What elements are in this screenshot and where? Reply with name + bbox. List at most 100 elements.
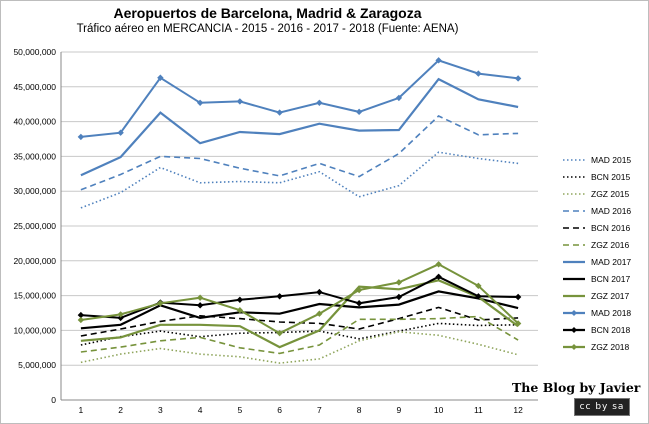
data-point-zgz-2018: [395, 279, 403, 286]
data-point-mad-2018: [236, 98, 244, 105]
series-bcn-2015: [80, 322, 519, 346]
legend-entry-bcn-2016: BCN 2016: [563, 223, 630, 233]
legend-label: BCN 2017: [591, 274, 630, 284]
series-line-bcn-2015: [80, 322, 519, 346]
legend-label: BCN 2015: [591, 172, 630, 182]
series-line-bcn-2017: [80, 290, 519, 330]
y-tick-label: 30,000,000: [13, 186, 56, 196]
data-point-bcn-2018: [316, 288, 323, 296]
data-point-bcn-2018: [196, 302, 204, 309]
x-tick-label: 3: [158, 405, 163, 415]
y-tick-labels: 0 5,000,000 10,000,000 15,000,000 20,000,000…: [13, 47, 56, 405]
legend-entry-bcn-2018: BCN 2018: [563, 325, 630, 335]
y-tick-label: 25,000,000: [13, 221, 56, 231]
data-point-zgz-2018: [157, 300, 164, 307]
x-tick-label: 1: [79, 405, 84, 415]
series-line-zgz-2018: [80, 263, 519, 335]
legend-label: BCN 2016: [591, 223, 630, 233]
data-point-zgz-2018: [117, 311, 124, 318]
legend-entry-mad-2015: MAD 2015: [563, 155, 631, 165]
y-tick-label: 15,000,000: [13, 291, 56, 301]
series-zgz-2018: [77, 261, 522, 337]
data-point-mad-2018: [514, 75, 522, 82]
series-mad-2015: [80, 151, 519, 209]
data-point-mad-2018: [316, 99, 323, 107]
data-point-zgz-2018: [276, 329, 283, 337]
legend-entry-zgz-2017: ZGZ 2017: [563, 291, 630, 301]
legend-label: MAD 2016: [591, 206, 631, 216]
x-tick-label: 7: [317, 405, 322, 415]
data-point-mad-2018: [435, 57, 442, 64]
data-point-zgz-2018: [514, 320, 522, 327]
axes: [60, 52, 538, 401]
x-tick-label: 6: [277, 405, 282, 415]
legend-marker: [571, 344, 577, 350]
legend-label: MAD 2017: [591, 257, 631, 267]
data-point-mad-2018: [77, 133, 85, 141]
series-line-zgz-2015: [80, 330, 519, 364]
data-point-bcn-2018: [117, 314, 124, 322]
y-tick-label: 5,000,000: [18, 360, 56, 370]
legend-entry-bcn-2015: BCN 2015: [563, 172, 630, 182]
y-tick-label: 50,000,000: [13, 47, 56, 57]
legend-label: MAD 2018: [591, 308, 631, 318]
y-tick-label: 40,000,000: [13, 117, 56, 127]
legend-entry-mad-2018: MAD 2018: [563, 308, 631, 318]
series-bcn-2017: [80, 290, 519, 330]
legend: MAD 2015 BCN 2015 ZGZ 2015 MAD 2016 BCN 2016…: [563, 155, 631, 352]
y-tick-label: 20,000,000: [13, 256, 56, 266]
series-mad-2017: [80, 77, 519, 177]
data-point-bcn-2018: [276, 293, 283, 300]
legend-marker: [571, 327, 577, 333]
data-point-mad-2018: [475, 70, 482, 77]
data-point-zgz-2018: [475, 282, 482, 290]
series-zgz-2017: [80, 279, 519, 349]
x-tick-label: 10: [434, 405, 444, 415]
data-point-bcn-2018: [435, 273, 442, 281]
data-point-zgz-2018: [77, 316, 85, 324]
data-point-bcn-2018: [77, 311, 85, 319]
x-tick-label: 11: [474, 405, 483, 415]
legend-label: ZGZ 2016: [591, 240, 630, 250]
x-tick-label: 12: [513, 405, 523, 415]
data-point-zgz-2018: [316, 310, 323, 317]
data-point-zgz-2018: [435, 261, 442, 268]
series-zgz-2016: [80, 315, 519, 355]
data-point-zgz-2018: [236, 307, 244, 314]
y-tick-label: 35,000,000: [13, 151, 56, 161]
legend-label: BCN 2018: [591, 325, 630, 335]
creative-commons-license-badge: cc by sa: [574, 398, 630, 416]
legend-entry-bcn-2017: BCN 2017: [563, 274, 630, 284]
series-line-mad-2018: [80, 59, 519, 138]
data-point-mad-2018: [355, 108, 363, 116]
legend-label: ZGZ 2018: [591, 342, 630, 352]
legend-entry-mad-2016: MAD 2016: [563, 206, 631, 216]
x-tick-label: 5: [238, 405, 243, 415]
data-point-zgz-2018: [355, 286, 363, 294]
legend-entry-zgz-2016: ZGZ 2016: [563, 240, 630, 250]
data-point-mad-2018: [395, 94, 403, 102]
legend-entry-zgz-2015: ZGZ 2015: [563, 189, 630, 199]
data-point-bcn-2018: [514, 293, 522, 301]
data-point-bcn-2018: [475, 293, 482, 300]
series-line-zgz-2016: [80, 315, 519, 355]
chart-subtitle: Tráfico aéreo en MERCANCIA - 2015 - 2016…: [76, 23, 459, 35]
y-tick-label: 0: [51, 395, 56, 405]
data-point-bcn-2018: [355, 300, 363, 307]
gridlines: [61, 51, 538, 401]
blog-brand-text: The Blog by Javier: [512, 380, 641, 395]
data-point-mad-2018: [157, 74, 164, 81]
series-line-mad-2015: [80, 151, 519, 209]
data-point-mad-2018: [276, 109, 283, 116]
data-point-mad-2018: [196, 99, 204, 107]
series-zgz-2015: [80, 330, 519, 364]
data-point-mad-2018: [117, 129, 124, 136]
data-point-bcn-2018: [236, 296, 244, 303]
x-tick-labels: 1 2 3 4 5 6 7 8 9 10 11 12: [79, 405, 524, 415]
series-mad-2018: [77, 57, 522, 141]
data-point-bcn-2018: [395, 293, 403, 301]
chart-title: Aeropuertos de Barcelona, Madrid & Zarag…: [113, 5, 422, 21]
legend-label: MAD 2015: [591, 155, 631, 165]
series-lines: [77, 57, 522, 364]
